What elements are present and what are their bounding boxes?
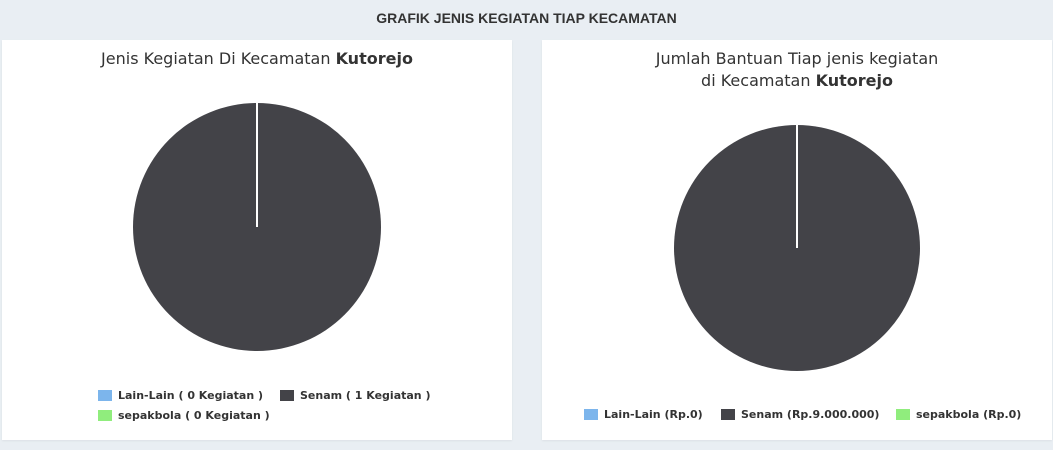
legend-label: sepakbola ( 0 Kegiatan ) [118,409,270,422]
legend-item-senam[interactable]: Senam (Rp.9.000.000) [721,408,879,421]
legend-item-sepakbola[interactable]: sepakbola (Rp.0) [896,408,1021,421]
legend-label: Senam (Rp.9.000.000) [741,408,880,421]
legend-swatch-sepakbola [896,409,910,420]
pie-chart-kegiatan [133,103,381,351]
legend-swatch-lain-lain [584,409,598,420]
legend-swatch-lain-lain [98,390,112,401]
chart-title-text: Jenis Kegiatan Di Kecamatan [101,49,336,68]
chart-title-line1: Jumlah Bantuan Tiap jenis kegiatan [655,49,939,68]
legend-item-lain-lain[interactable]: Lain-Lain (Rp.0) [584,408,703,421]
chart-title-kecamatan: Kutorejo [335,49,413,68]
legend-swatch-senam [721,409,735,420]
chart-title-kecamatan: Kutorejo [815,71,893,90]
chart-panel-bantuan: Jumlah Bantuan Tiap jenis kegiatan di Ke… [542,40,1052,440]
legend-item-sepakbola[interactable]: sepakbola ( 0 Kegiatan ) [98,409,270,422]
legend-label: sepakbola (Rp.0) [916,408,1022,421]
chart-title: Jenis Kegiatan Di Kecamatan Kutorejo [2,48,512,70]
legend-swatch-sepakbola [98,410,112,421]
legend-label: Lain-Lain ( 0 Kegiatan ) [118,389,264,402]
chart-title: Jumlah Bantuan Tiap jenis kegiatan di Ke… [542,48,1052,92]
legend-label: Senam ( 1 Kegiatan ) [300,389,431,402]
pie-chart-bantuan [674,125,920,371]
chart-panel-kegiatan: Jenis Kegiatan Di Kecamatan Kutorejo Lai… [2,40,512,440]
chart-legend: Lain-Lain (Rp.0) Senam (Rp.9.000.000) se… [542,40,1052,440]
legend-item-lain-lain[interactable]: Lain-Lain ( 0 Kegiatan ) [98,389,263,402]
legend-item-senam[interactable]: Senam ( 1 Kegiatan ) [280,389,431,402]
chart-title-line2: di Kecamatan [701,71,816,90]
page-title: GRAFIK JENIS KEGIATAN TIAP KECAMATAN [376,10,677,26]
legend-swatch-senam [280,390,294,401]
chart-legend: Lain-Lain ( 0 Kegiatan ) Senam ( 1 Kegia… [2,40,512,440]
legend-label: Lain-Lain (Rp.0) [604,408,703,421]
